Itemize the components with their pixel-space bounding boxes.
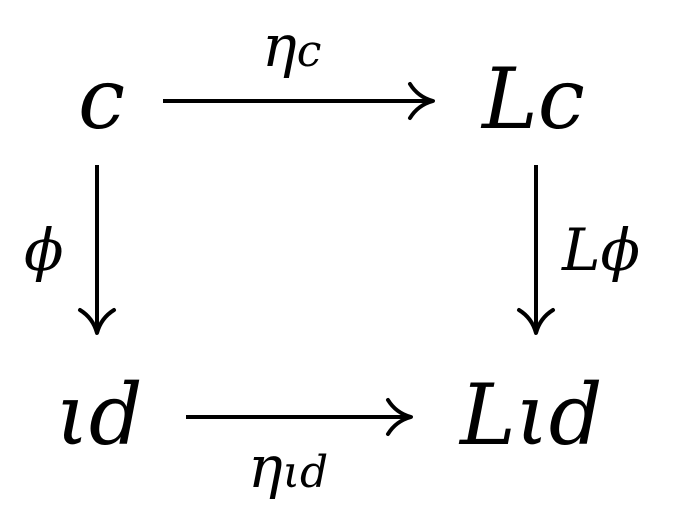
node-c: c [78, 50, 125, 148]
label-phi: ϕ [24, 216, 64, 284]
arrow-left [78, 165, 116, 335]
arrow-bottom [186, 398, 413, 436]
node-L-iota-d: Lιd [458, 366, 603, 464]
arrow-right [517, 165, 555, 335]
label-eta-iota-d: ηιd [248, 433, 328, 501]
label-L-phi: Lϕ [561, 216, 640, 284]
arrow-top [163, 82, 435, 120]
label-eta-c: ηc [262, 12, 321, 80]
node-Lc: Lc [480, 50, 585, 148]
node-iota-d: ιd [56, 366, 143, 464]
